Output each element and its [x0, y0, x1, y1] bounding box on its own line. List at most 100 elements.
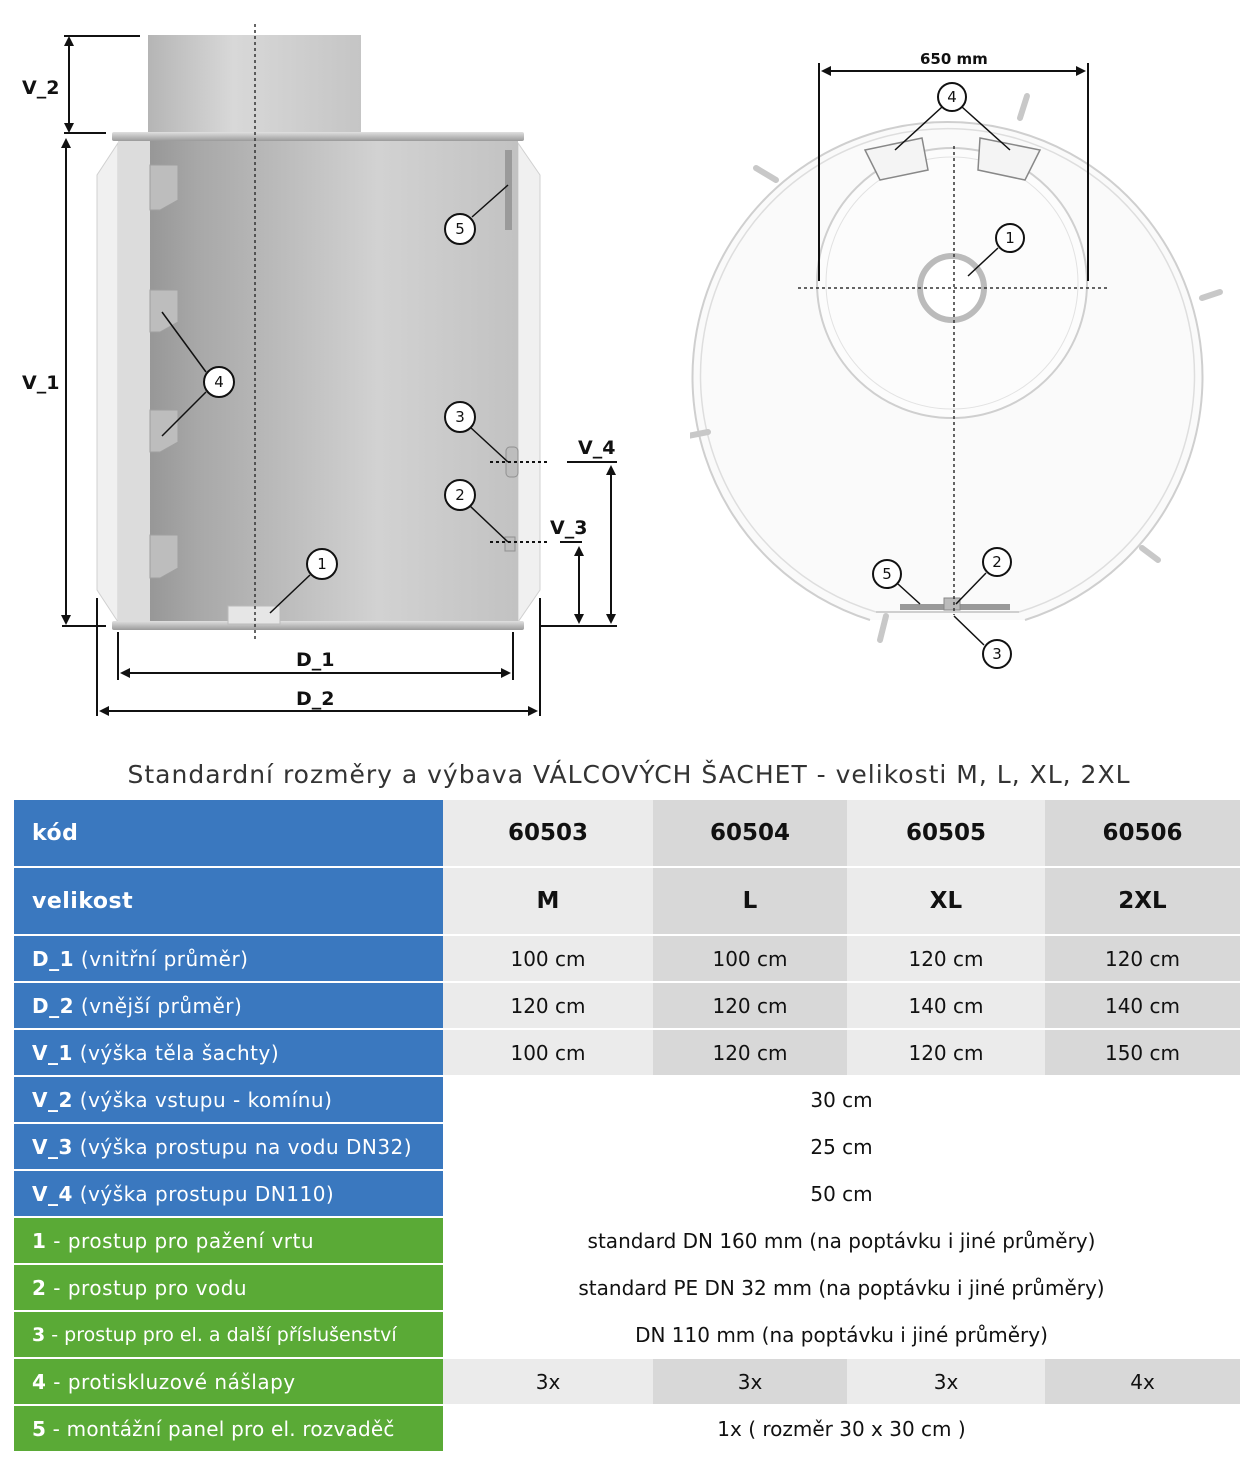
- svg-text:4: 4: [214, 373, 224, 391]
- row-velikost: velikost M L XL 2XL: [14, 868, 1240, 936]
- row-label-p3: 3 - prostup pro el. a další příslušenstv…: [14, 1312, 443, 1359]
- top-rim-shape: [112, 132, 524, 141]
- svg-text:3: 3: [992, 645, 1002, 663]
- row-label-velikost: velikost: [14, 868, 443, 936]
- callout-2-side: 2: [444, 479, 476, 511]
- table-cell: 140 cm: [1045, 983, 1240, 1030]
- table-cell-span: 50 cm: [443, 1171, 1240, 1218]
- size-cell: M: [443, 868, 653, 936]
- row-label-p5: 5 - montážní panel pro el. rozvaděč: [14, 1406, 443, 1453]
- table-cell: 120 cm: [847, 936, 1045, 983]
- d1-label: D_1: [296, 649, 335, 671]
- d2-label: D_2: [296, 688, 335, 710]
- callout-1-top: 1: [995, 223, 1025, 253]
- table-cell: 120 cm: [653, 983, 847, 1030]
- bore-penetration-shape: [227, 605, 281, 625]
- size-cell: L: [653, 868, 847, 936]
- callout-leaders: [161, 184, 509, 614]
- v3-label: V_3: [550, 517, 587, 539]
- table-cell-span: 1x ( rozměr 30 x 30 cm ): [443, 1406, 1240, 1453]
- table-cell: 3x: [443, 1359, 653, 1406]
- table-cell: 100 cm: [443, 1030, 653, 1077]
- callout-1-side: 1: [306, 548, 338, 580]
- row-label-kod: kód: [14, 800, 443, 868]
- svg-text:2: 2: [992, 553, 1002, 571]
- size-cell: 2XL: [1045, 868, 1240, 936]
- v4-label: V_4: [578, 437, 615, 459]
- kod-cell: 60504: [653, 800, 847, 868]
- table-cell: 140 cm: [847, 983, 1045, 1030]
- svg-text:3: 3: [455, 408, 465, 426]
- row-v3: V_3 (výška prostupu na vodu DN32) 25 cm: [14, 1124, 1240, 1171]
- v1-label: V_1: [22, 372, 59, 394]
- svg-text:5: 5: [882, 565, 892, 583]
- row-label-p2: 2 - prostup pro vodu: [14, 1265, 443, 1312]
- row-label-p1: 1 - prostup pro pažení vrtu: [14, 1218, 443, 1265]
- v2-dimension: [64, 35, 140, 134]
- size-cell: XL: [847, 868, 1045, 936]
- top-view-drawing: 650 mm 4 1 2 5 3: [690, 50, 1223, 669]
- table-cell: 100 cm: [443, 936, 653, 983]
- table-cell-span: 25 cm: [443, 1124, 1240, 1171]
- callout-2-top: 2: [982, 547, 1012, 577]
- penetration-top-shape: [943, 597, 961, 611]
- row-p1: 1 - prostup pro pažení vrtu standard DN …: [14, 1218, 1240, 1265]
- anchor-tab-shapes: [690, 93, 1223, 643]
- svg-text:5: 5: [455, 220, 465, 238]
- callout-4-top: 4: [937, 82, 967, 112]
- bottom-rim-shape: [112, 621, 524, 630]
- d1-d2-dimension: [96, 598, 541, 716]
- svg-text:4: 4: [947, 88, 957, 106]
- row-v4: V_4 (výška prostupu DN110) 50 cm: [14, 1171, 1240, 1218]
- table-cell: 3x: [847, 1359, 1045, 1406]
- callout-5-top: 5: [872, 559, 902, 589]
- callout-3-top: 3: [982, 639, 1012, 669]
- svg-text:1: 1: [317, 555, 327, 573]
- table-cell: 150 cm: [1045, 1030, 1240, 1077]
- penetration-dn110-shape: [505, 446, 519, 478]
- dimension-650-label: 650 mm: [920, 50, 988, 68]
- panel-shape: [505, 150, 512, 230]
- row-label-v3: V_3 (výška prostupu na vodu DN32): [14, 1124, 443, 1171]
- table-cell-span: DN 110 mm (na poptávku i jiné průměry): [443, 1312, 1240, 1359]
- penetration-dn32-shape: [504, 536, 516, 552]
- row-label-v4: V_4 (výška prostupu DN110): [14, 1171, 443, 1218]
- svg-text:1: 1: [1005, 229, 1015, 247]
- table-cell: 120 cm: [847, 1030, 1045, 1077]
- right-flange-shape: [517, 141, 541, 624]
- table-caption: Standardní rozměry a výbava VÁLCOVÝCH ŠA…: [127, 760, 1131, 789]
- callout-leaders-top: [894, 106, 1011, 646]
- table-cell-span: 30 cm: [443, 1077, 1240, 1124]
- row-label-v2: V_2 (výška vstupu - komínu): [14, 1077, 443, 1124]
- table-cell-span: standard DN 160 mm (na poptávku i jiné p…: [443, 1218, 1240, 1265]
- callout-5-side: 5: [444, 213, 476, 245]
- left-flange-shape: [96, 141, 119, 624]
- row-label-p4: 4 - protiskluzové nášlapy: [14, 1359, 443, 1406]
- callout-3-side: 3: [444, 401, 476, 433]
- row-d2: D_2 (vnější průměr) 120 cm 120 cm 140 cm…: [14, 983, 1240, 1030]
- table-cell: 120 cm: [443, 983, 653, 1030]
- row-p5: 5 - montážní panel pro el. rozvaděč 1x (…: [14, 1406, 1240, 1453]
- v4-v3-dimension: [490, 461, 617, 627]
- table-cell: 120 cm: [653, 1030, 847, 1077]
- row-v1: V_1 (výška těla šachty) 100 cm 120 cm 12…: [14, 1030, 1240, 1077]
- table-cell-span: standard PE DN 32 mm (na poptávku i jiné…: [443, 1265, 1240, 1312]
- step-shapes: [149, 164, 179, 579]
- kod-cell: 60506: [1045, 800, 1240, 868]
- kod-cell: 60503: [443, 800, 653, 868]
- ladder-rail-shape: [118, 140, 150, 625]
- row-label-v1: V_1 (výška těla šachty): [14, 1030, 443, 1077]
- row-p4: 4 - protiskluzové nášlapy 3x 3x 3x 4x: [14, 1359, 1240, 1406]
- table-cell: 120 cm: [1045, 936, 1240, 983]
- kod-cell: 60505: [847, 800, 1045, 868]
- row-label-d1: D_1 (vnitřní průměr): [14, 936, 443, 983]
- v2-label: V_2: [22, 77, 59, 99]
- svg-text:2: 2: [455, 486, 465, 504]
- table-cell: 4x: [1045, 1359, 1240, 1406]
- side-view-drawing: V_2 V_1 V_4 V_3 D_1 D_2 4 5 3 2: [22, 24, 617, 716]
- row-p3: 3 - prostup pro el. a další příslušenstv…: [14, 1312, 1240, 1359]
- table-cell: 100 cm: [653, 936, 847, 983]
- drawings-area: V_2 V_1 V_4 V_3 D_1 D_2 4 5 3 2: [22, 24, 1223, 716]
- callout-4-side: 4: [203, 366, 235, 398]
- row-v2: V_2 (výška vstupu - komínu) 30 cm: [14, 1077, 1240, 1124]
